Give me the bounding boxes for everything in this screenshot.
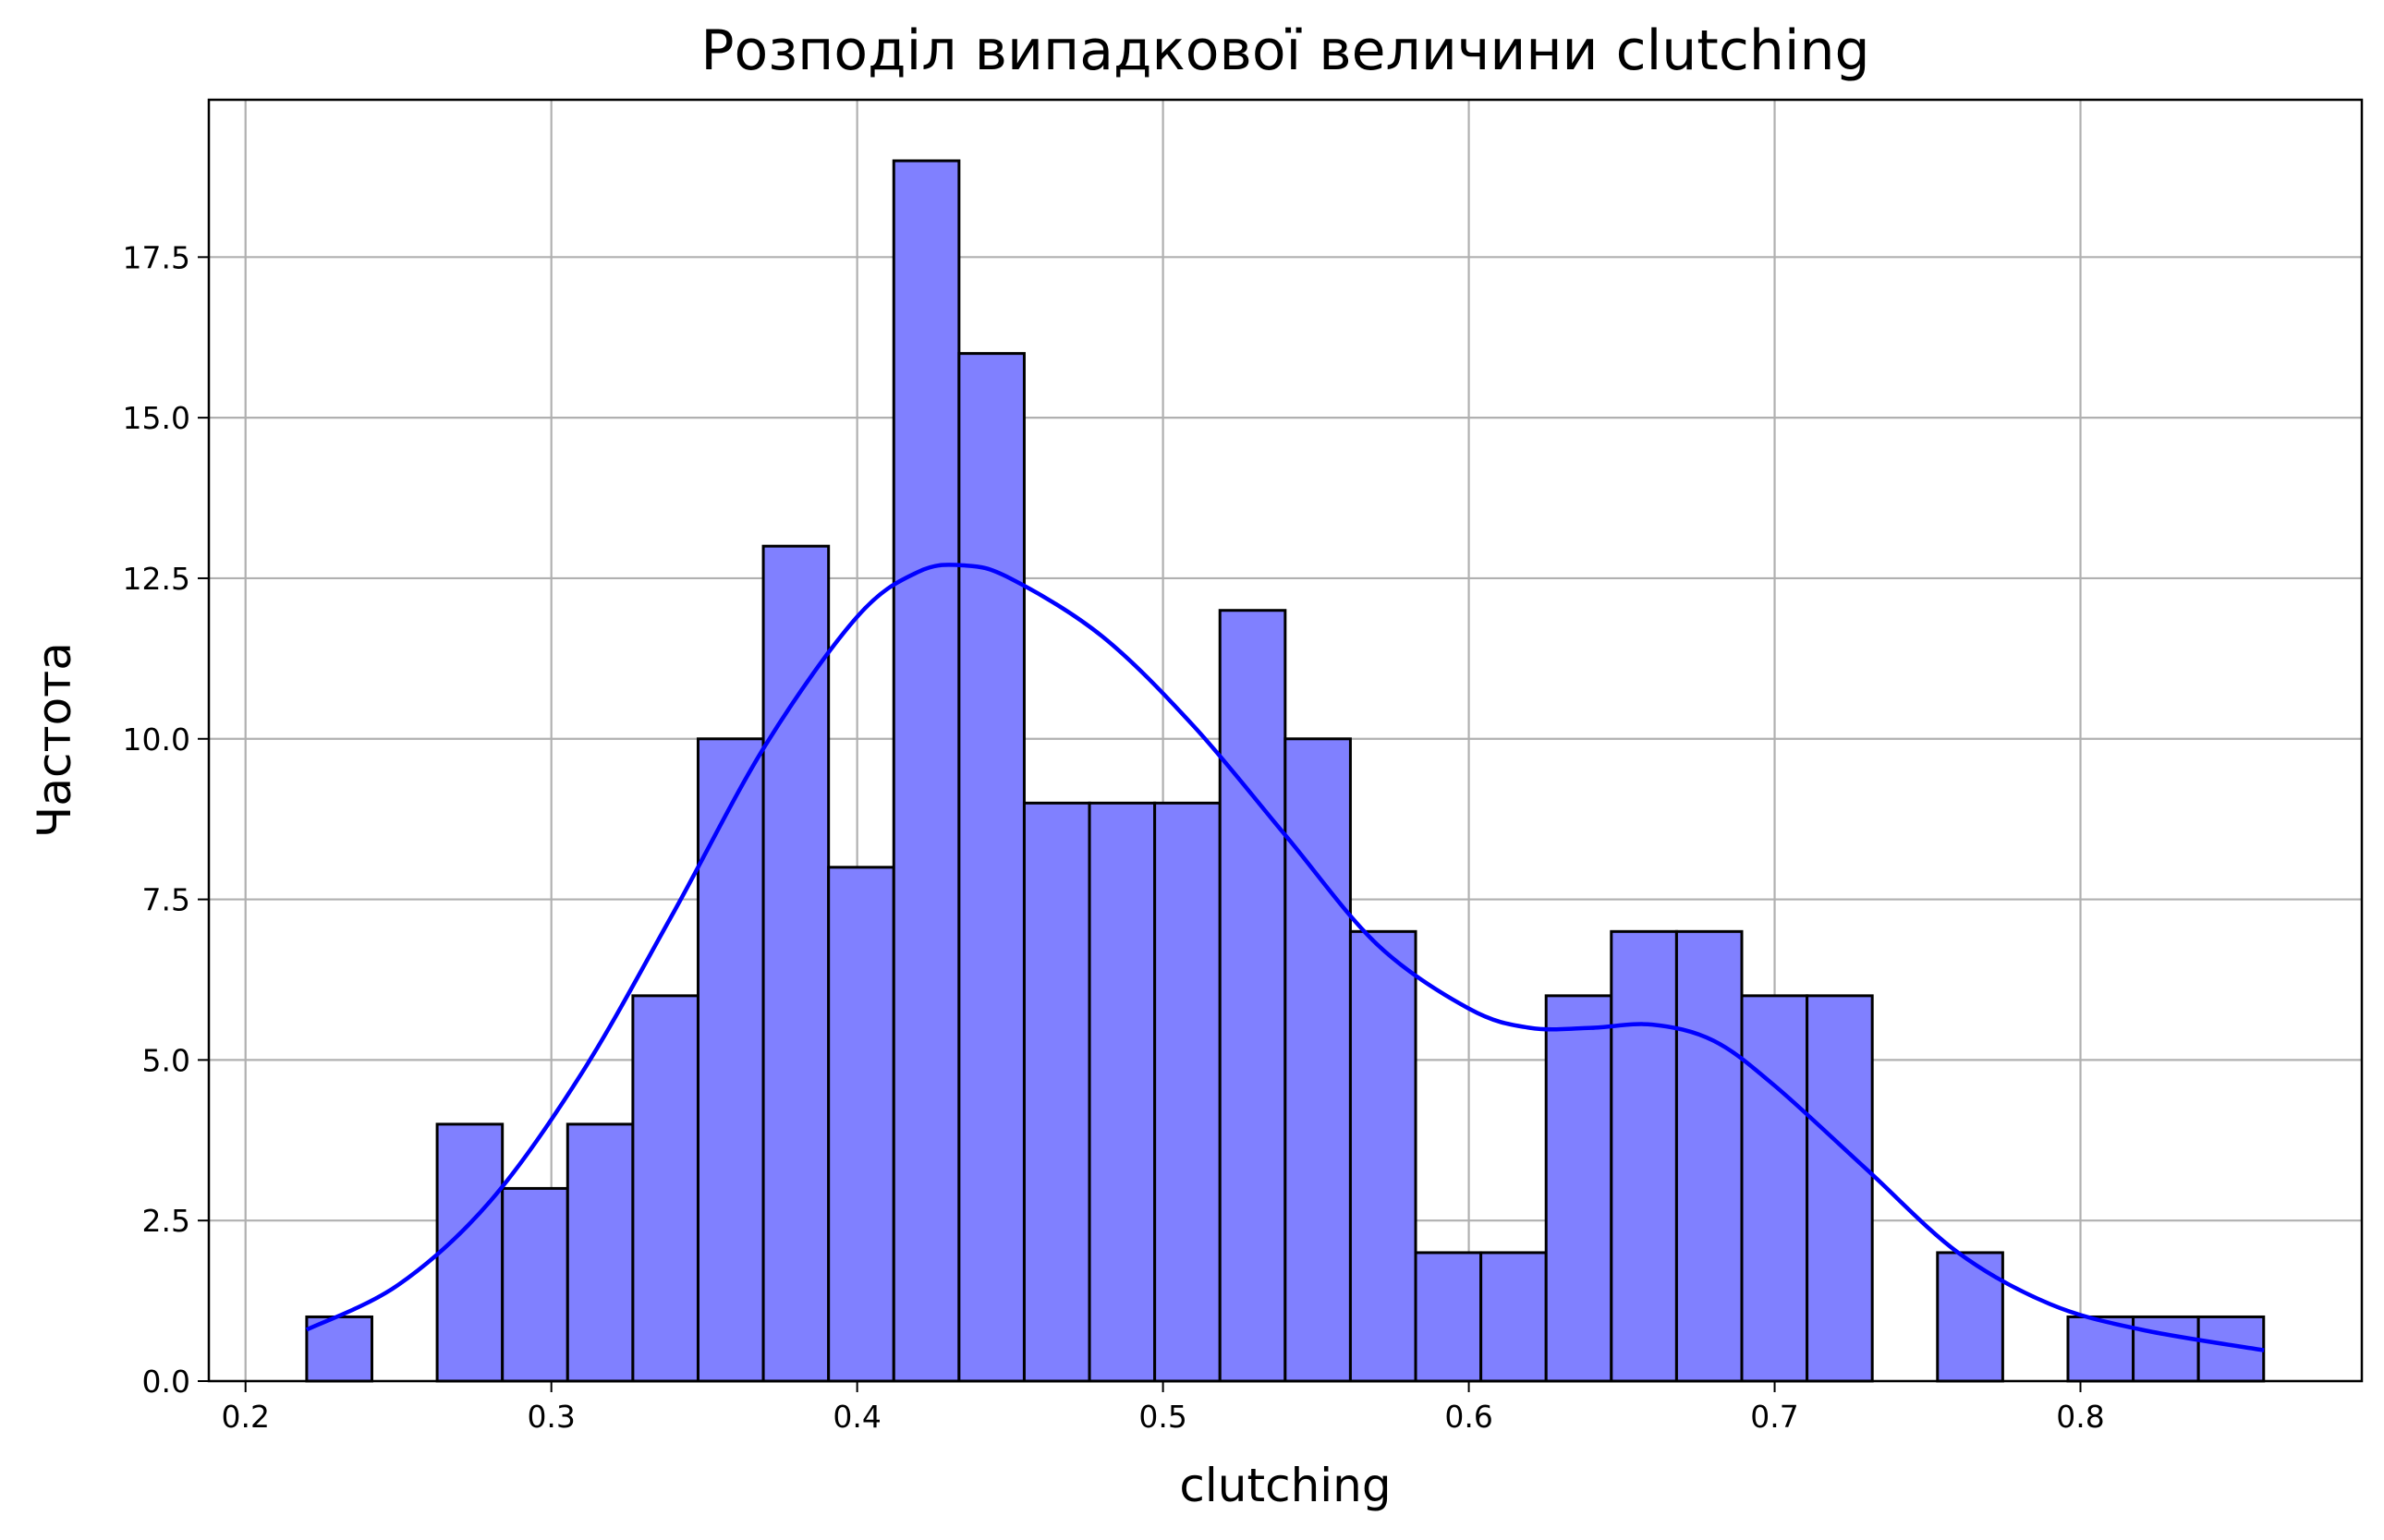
kde-curve: [305, 563, 2265, 1352]
histogram-bar: [1022, 801, 1091, 1383]
y-tick-label: 17.5: [123, 239, 190, 275]
histogram-bar: [696, 737, 765, 1383]
histogram-bar: [957, 352, 1026, 1383]
histogram-bar: [1414, 1251, 1483, 1383]
y-tick-label: 5.0: [142, 1042, 190, 1078]
histogram-bar: [501, 1186, 569, 1383]
histogram-bar: [1674, 929, 1744, 1383]
y-tick-label: 12.5: [123, 561, 190, 597]
histogram-bar: [1088, 801, 1157, 1383]
histogram-bar: [1610, 929, 1678, 1383]
kde-curve-group: [305, 563, 2265, 1352]
y-axis-label: Частота: [28, 642, 81, 838]
x-tick-label: 0.2: [221, 1399, 269, 1435]
histogram-bar: [1740, 994, 1809, 1383]
histogram-bar: [1806, 994, 1874, 1383]
histogram-bar: [1479, 1251, 1548, 1383]
histogram-bar: [1348, 929, 1417, 1383]
histogram-bar: [892, 159, 961, 1383]
histogram-bar: [631, 994, 699, 1383]
histogram-bar: [761, 544, 831, 1383]
histogram-bars: [305, 159, 2266, 1383]
y-axis-ticks: 0.0 2.5 5.0 7.5 10.0 12.5 15.0 17.5: [123, 239, 209, 1400]
histogram-bar: [1218, 609, 1287, 1383]
histogram-bar: [1283, 737, 1352, 1383]
y-tick-label: 2.5: [142, 1203, 190, 1239]
x-axis-ticks: 0.2 0.3 0.4 0.5 0.6 0.7 0.8: [221, 1381, 2105, 1435]
y-tick-label: 10.0: [123, 721, 190, 758]
y-tick-label: 0.0: [142, 1364, 190, 1400]
x-tick-label: 0.8: [2056, 1399, 2104, 1435]
x-tick-label: 0.3: [527, 1399, 575, 1435]
x-tick-label: 0.6: [1444, 1399, 1492, 1435]
histogram-bar: [1936, 1251, 2004, 1383]
histogram-bar: [2132, 1315, 2200, 1383]
histogram-bar: [827, 866, 895, 1383]
x-tick-label: 0.4: [833, 1399, 881, 1435]
x-axis-label: clutching: [1179, 1459, 1391, 1512]
x-tick-label: 0.7: [1750, 1399, 1798, 1435]
x-tick-label: 0.5: [1138, 1399, 1186, 1435]
chart-title: Розподіл випадкової величини clutching: [700, 18, 1869, 83]
histogram-bar: [566, 1122, 635, 1383]
histogram-bar: [435, 1122, 505, 1383]
histogram-bar: [1153, 801, 1222, 1383]
histogram-bar: [1544, 994, 1613, 1383]
plot-frame: [207, 98, 2364, 1383]
y-tick-label: 15.0: [123, 400, 190, 436]
y-tick-label: 7.5: [142, 882, 190, 918]
